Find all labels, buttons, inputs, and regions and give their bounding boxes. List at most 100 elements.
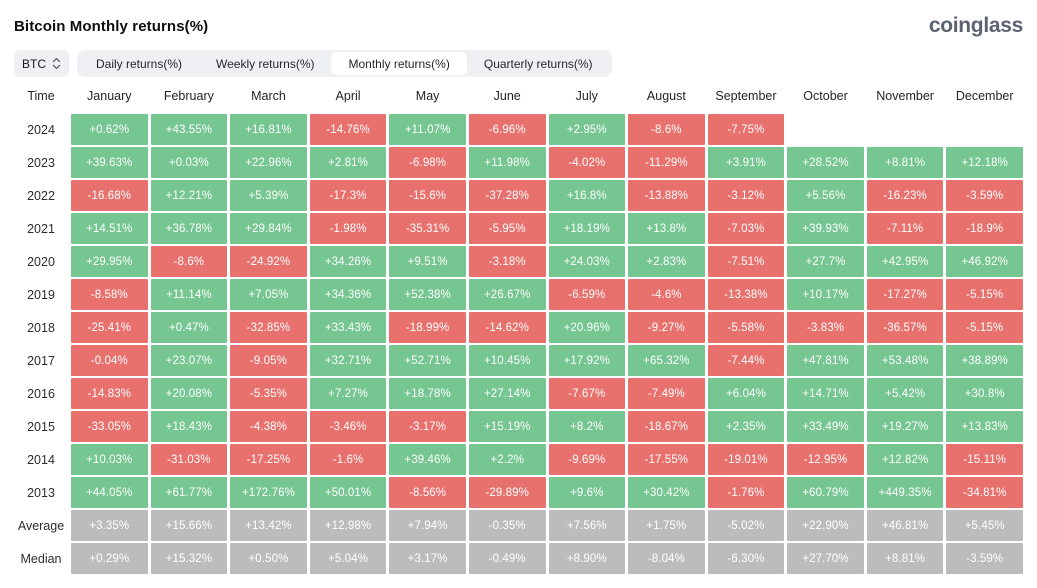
tab-weekly-returns[interactable]: Weekly returns(%) xyxy=(216,56,315,71)
symbol-select-value: BTC xyxy=(22,56,46,71)
return-cell: -15.6% xyxy=(389,180,466,211)
return-cell: -0.49% xyxy=(468,543,546,574)
return-cell: +14.71% xyxy=(787,378,864,409)
return-cell: +27.14% xyxy=(468,378,546,409)
return-cell: -0.35% xyxy=(468,510,546,541)
tab-group: Daily returns(%) Weekly returns(%) Monthly… xyxy=(77,50,612,77)
empty-cell xyxy=(867,114,944,145)
return-cell: -4.02% xyxy=(548,147,626,178)
return-cell: -12.95% xyxy=(787,444,864,475)
return-cell: -7.67% xyxy=(548,378,626,409)
return-cell: +7.27% xyxy=(309,378,387,409)
return-cell: -8.58% xyxy=(71,279,148,310)
return-cell: -37.28% xyxy=(468,180,546,211)
return-cell: +50.01% xyxy=(309,477,387,508)
return-cell: +9.51% xyxy=(389,246,466,277)
return-cell: +20.08% xyxy=(150,378,228,409)
return-cell: -1.98% xyxy=(309,213,387,244)
return-cell: +10.45% xyxy=(468,345,546,376)
column-header-march: March xyxy=(251,89,286,103)
return-cell: -11.29% xyxy=(628,147,705,178)
row-label-2024: 2024 xyxy=(27,122,55,137)
return-cell: +14.51% xyxy=(71,213,148,244)
return-cell: +19.27% xyxy=(866,411,944,442)
return-cell: +43.55% xyxy=(150,114,228,145)
return-cell: +0.29% xyxy=(71,543,148,574)
return-cell: -0.04% xyxy=(71,345,148,376)
return-cell: +32.71% xyxy=(309,345,387,376)
return-cell: -7.51% xyxy=(707,246,785,277)
return-cell: +2.95% xyxy=(548,114,626,145)
return-cell: -14.62% xyxy=(468,312,546,343)
return-cell: -17.25% xyxy=(230,444,307,475)
return-cell: -17.27% xyxy=(866,279,944,310)
return-cell: +9.6% xyxy=(548,477,626,508)
return-cell: -9.05% xyxy=(230,345,307,376)
return-cell: +0.50% xyxy=(230,543,307,574)
coinglass-logo[interactable]: coinglass xyxy=(928,14,1023,37)
return-cell: +2.81% xyxy=(309,147,387,178)
row-label-2015: 2015 xyxy=(27,419,55,434)
return-cell: -29.89% xyxy=(468,477,546,508)
return-cell: -3.83% xyxy=(787,312,864,343)
tab-quarterly-returns[interactable]: Quarterly returns(%) xyxy=(483,56,593,71)
return-cell: +33.49% xyxy=(787,411,864,442)
return-cell: +7.94% xyxy=(389,510,466,541)
return-cell: -5.02% xyxy=(707,510,785,541)
return-cell: +22.96% xyxy=(230,147,307,178)
tab-monthly-returns[interactable]: Monthly returns(%) xyxy=(331,52,467,75)
return-cell: +172.76% xyxy=(230,477,307,508)
return-cell: -13.88% xyxy=(628,180,705,211)
return-cell: +34.36% xyxy=(309,279,387,310)
return-cell: -17.55% xyxy=(628,444,705,475)
return-cell: +13.8% xyxy=(628,213,705,244)
return-cell: +2.35% xyxy=(707,411,785,442)
column-header-time: Time xyxy=(27,89,55,103)
row-label-average: Average xyxy=(17,518,65,533)
return-cell: -7.49% xyxy=(628,378,705,409)
return-cell: -5.58% xyxy=(707,312,785,343)
return-cell: -25.41% xyxy=(71,312,148,343)
return-cell: -3.59% xyxy=(946,543,1023,574)
return-cell: +20.96% xyxy=(548,312,626,343)
row-label-2019: 2019 xyxy=(27,287,55,302)
return-cell: -14.83% xyxy=(71,378,148,409)
return-cell: +2.2% xyxy=(468,444,546,475)
return-cell: -24.92% xyxy=(230,246,307,277)
return-cell: -8.04% xyxy=(628,543,705,574)
return-cell: +15.19% xyxy=(468,411,546,442)
column-header-december: December xyxy=(955,89,1014,103)
return-cell: +12.98% xyxy=(309,510,387,541)
return-cell: +10.17% xyxy=(787,279,864,310)
return-cell: -3.17% xyxy=(389,411,466,442)
controls-bar: BTC Daily returns(%) Weekly returns(%) Mon… xyxy=(14,50,1023,77)
return-cell: -31.03% xyxy=(150,444,228,475)
returns-table: Time January February March April May June July… xyxy=(14,79,1023,574)
column-header-january: January xyxy=(87,89,132,103)
return-cell: +0.03% xyxy=(150,147,228,178)
return-cell: -15.11% xyxy=(946,444,1023,475)
return-cell: -18.99% xyxy=(389,312,466,343)
symbol-select[interactable]: BTC xyxy=(14,50,69,77)
empty-cell xyxy=(946,114,1023,145)
row-label-2013: 2013 xyxy=(27,485,55,500)
return-cell: +27.70% xyxy=(787,543,864,574)
return-cell: +29.84% xyxy=(230,213,307,244)
return-cell: +29.95% xyxy=(71,246,148,277)
return-cell: -8.56% xyxy=(389,477,466,508)
return-cell: -34.81% xyxy=(946,477,1023,508)
return-cell: +5.04% xyxy=(309,543,387,574)
column-header-july: July xyxy=(575,89,598,103)
return-cell: +36.78% xyxy=(150,213,228,244)
return-cell: +5.56% xyxy=(787,180,864,211)
return-cell: -8.6% xyxy=(628,114,705,145)
return-cell: +8.90% xyxy=(548,543,626,574)
tab-daily-returns[interactable]: Daily returns(%) xyxy=(96,56,183,71)
return-cell: +18.78% xyxy=(389,378,466,409)
return-cell: -16.68% xyxy=(71,180,148,211)
return-cell: +3.17% xyxy=(389,543,466,574)
return-cell: +22.90% xyxy=(787,510,864,541)
return-cell: +18.43% xyxy=(150,411,228,442)
row-label-2023: 2023 xyxy=(27,155,55,170)
return-cell: +17.92% xyxy=(548,345,626,376)
